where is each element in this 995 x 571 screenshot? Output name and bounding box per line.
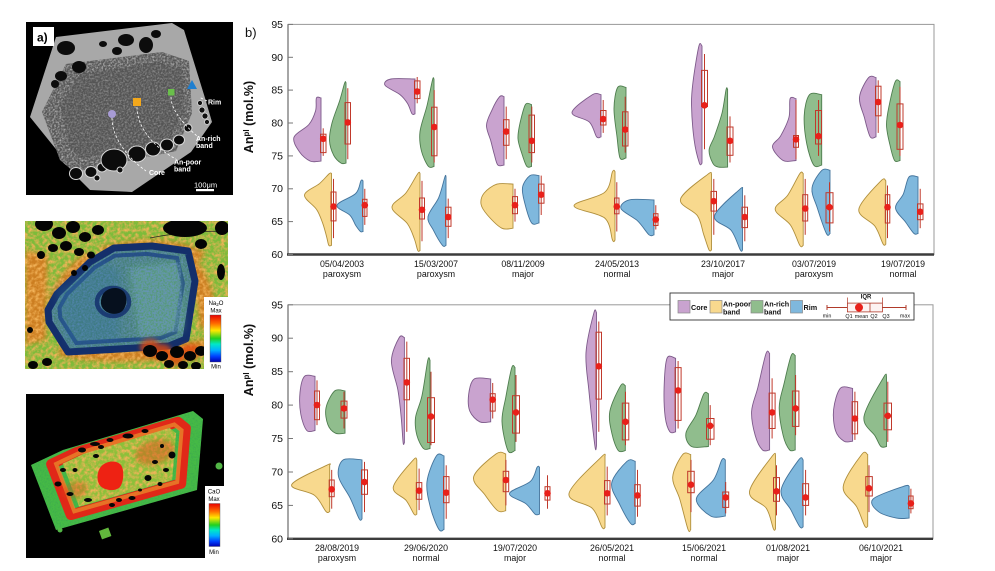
svg-text:65: 65 [271, 216, 283, 228]
svg-text:95: 95 [271, 299, 283, 311]
svg-text:band: band [196, 143, 213, 150]
svg-text:band: band [723, 308, 740, 317]
svg-text:Rim: Rim [208, 100, 221, 107]
svg-text:05/04/2003: 05/04/2003 [320, 259, 364, 269]
svg-text:major: major [504, 553, 526, 563]
svg-text:CaO: CaO [208, 490, 221, 496]
svg-text:60: 60 [271, 249, 283, 261]
svg-text:08/11/2009: 08/11/2009 [501, 259, 544, 269]
svg-text:normal: normal [604, 269, 631, 279]
svg-text:major: major [870, 553, 892, 563]
svg-text:An-rich: An-rich [196, 136, 221, 143]
svg-text:Max: Max [208, 497, 219, 503]
svg-text:100μm: 100μm [194, 181, 217, 190]
svg-text:IQR: IQR [861, 295, 872, 301]
svg-text:Max: Max [210, 309, 221, 315]
svg-text:23/10/2017: 23/10/2017 [701, 259, 745, 269]
svg-text:paroxysm: paroxysm [318, 553, 356, 563]
svg-text:03/07/2019: 03/07/2019 [792, 259, 836, 269]
svg-text:major: major [512, 269, 534, 279]
svg-text:19/07/2019: 19/07/2019 [881, 259, 925, 269]
svg-text:70: 70 [271, 467, 283, 479]
svg-text:max: max [900, 314, 910, 320]
svg-text:70: 70 [271, 183, 283, 195]
svg-text:normal: normal [890, 269, 917, 279]
svg-text:An-poor: An-poor [723, 300, 751, 309]
svg-text:Na2O: Na2O [209, 301, 224, 307]
svg-text:major: major [712, 269, 734, 279]
svg-text:15/06/2021: 15/06/2021 [682, 543, 726, 553]
svg-text:Anpl (mol.%): Anpl (mol.%) [242, 81, 256, 153]
svg-text:band: band [174, 167, 191, 174]
svg-text:normal: normal [691, 553, 718, 563]
svg-text:An-poor: An-poor [174, 160, 201, 167]
svg-text:mean: mean [855, 314, 869, 320]
svg-text:band: band [764, 308, 781, 317]
svg-text:19/07/2020: 19/07/2020 [493, 543, 537, 553]
svg-text:paroxysm: paroxysm [323, 269, 361, 279]
svg-text:a): a) [37, 31, 48, 45]
svg-text:26/05/2021: 26/05/2021 [590, 543, 634, 553]
svg-text:06/10/2021: 06/10/2021 [859, 543, 903, 553]
svg-text:major: major [777, 553, 799, 563]
svg-text:normal: normal [413, 553, 440, 563]
svg-text:Anpl (mol.%): Anpl (mol.%) [242, 324, 256, 396]
svg-text:85: 85 [271, 366, 283, 378]
svg-text:29/06/2020: 29/06/2020 [404, 543, 448, 553]
svg-text:min: min [823, 314, 832, 320]
svg-text:Core: Core [149, 170, 165, 177]
svg-text:24/05/2013: 24/05/2013 [595, 259, 639, 269]
svg-text:Q2: Q2 [870, 314, 877, 320]
svg-text:paroxysm: paroxysm [417, 269, 455, 279]
svg-text:Q1: Q1 [845, 314, 852, 320]
svg-text:90: 90 [271, 52, 283, 64]
svg-text:Core: Core [691, 303, 707, 312]
svg-text:b): b) [245, 25, 257, 40]
svg-text:Q3: Q3 [882, 314, 889, 320]
svg-text:90: 90 [271, 333, 283, 345]
svg-text:Rim: Rim [804, 303, 818, 312]
svg-text:65: 65 [271, 500, 283, 512]
svg-text:An-rich: An-rich [764, 300, 789, 309]
svg-text:Min: Min [209, 550, 219, 556]
svg-text:95: 95 [271, 19, 283, 31]
svg-text:85: 85 [271, 85, 283, 97]
svg-text:75: 75 [271, 433, 283, 445]
svg-text:75: 75 [271, 150, 283, 162]
svg-text:paroxysm: paroxysm [795, 269, 833, 279]
svg-text:80: 80 [271, 118, 283, 130]
svg-text:normal: normal [599, 553, 626, 563]
svg-text:80: 80 [271, 400, 283, 412]
svg-text:Min: Min [211, 365, 221, 371]
svg-text:01/08/2021: 01/08/2021 [766, 543, 810, 553]
svg-text:28/08/2019: 28/08/2019 [315, 543, 359, 553]
svg-text:60: 60 [271, 533, 283, 545]
svg-text:15/03/2007: 15/03/2007 [414, 259, 458, 269]
